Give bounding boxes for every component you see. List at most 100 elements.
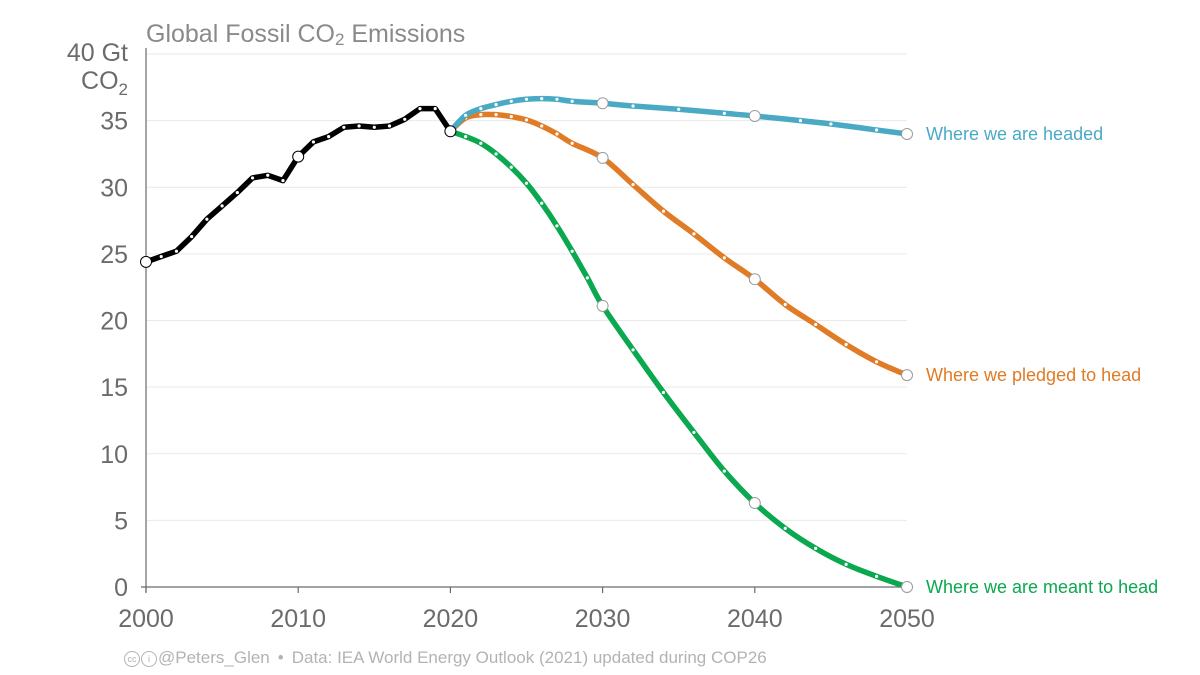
point-dot-headed-2026 bbox=[540, 97, 544, 101]
point-dot-headed-2045 bbox=[829, 122, 833, 126]
point-dot-pledged-2026 bbox=[540, 124, 544, 128]
point-dot-pledged-2038 bbox=[722, 256, 726, 260]
point-dot-pledged-2044 bbox=[814, 322, 818, 327]
creative-commons-icon: cc bbox=[124, 651, 140, 667]
y-tick-label-20: 20 bbox=[100, 308, 128, 336]
point-dot-pledged-2036 bbox=[692, 232, 696, 236]
x-tick-label-2040: 2040 bbox=[727, 605, 783, 633]
marker-pledged-2050 bbox=[901, 369, 913, 382]
point-dot-headed-2024 bbox=[509, 99, 513, 103]
point-dot-historical-2017 bbox=[403, 117, 407, 121]
x-tick-label-2050: 2050 bbox=[879, 605, 935, 633]
series-label-meant: Where we are meant to head bbox=[926, 577, 1158, 597]
point-dot-headed-2035 bbox=[677, 107, 681, 111]
y-tick-label-10: 10 bbox=[100, 441, 128, 469]
point-dot-headed-2043 bbox=[798, 119, 803, 123]
point-dot-historical-2013 bbox=[342, 125, 346, 129]
y-label-top: 40 Gt bbox=[67, 39, 128, 67]
y-tick-label-0: 0 bbox=[114, 574, 128, 602]
x-tick-label-2010: 2010 bbox=[270, 605, 326, 633]
point-dot-headed-2048 bbox=[874, 128, 879, 132]
point-dot-headed-2038 bbox=[722, 111, 726, 115]
point-dot-historical-2006 bbox=[235, 190, 239, 195]
marker-historical-2020 bbox=[444, 125, 457, 138]
point-dot-pledged-2028 bbox=[570, 141, 574, 145]
marker-historical-2000 bbox=[140, 255, 152, 268]
point-dot-pledged-2027 bbox=[555, 132, 559, 136]
y-tick-label-30: 30 bbox=[100, 174, 128, 202]
point-dot-historical-2004 bbox=[205, 217, 209, 221]
marker-headed-2050 bbox=[901, 127, 913, 140]
point-dot-headed-2032 bbox=[631, 104, 635, 108]
marker-pledged-2040 bbox=[748, 273, 761, 286]
y-tick-label-35: 35 bbox=[100, 108, 128, 136]
y-tick-label-5: 5 bbox=[114, 507, 128, 535]
point-dot-pledged-2042 bbox=[783, 302, 787, 307]
point-dot-meant-2029 bbox=[585, 276, 589, 280]
point-dot-historical-2009 bbox=[281, 178, 285, 183]
attribution-icon: i bbox=[141, 651, 157, 667]
chart-title-suffix: Emissions bbox=[344, 20, 466, 48]
point-dot-pledged-2034 bbox=[661, 209, 666, 213]
point-dot-headed-2023 bbox=[494, 103, 498, 107]
grid-lines bbox=[146, 53, 907, 521]
series-line-historical bbox=[143, 105, 454, 265]
y-label-unit: CO2 bbox=[81, 67, 128, 99]
point-dot-meant-2026 bbox=[540, 201, 544, 205]
point-dot-meant-2038 bbox=[722, 469, 726, 473]
y-tick-label-15: 15 bbox=[100, 374, 128, 402]
point-dot-historical-2002 bbox=[174, 249, 179, 253]
y-tick-label-25: 25 bbox=[100, 241, 128, 269]
point-dot-historical-2008 bbox=[266, 173, 270, 177]
point-dot-pledged-2023 bbox=[494, 113, 498, 117]
point-dot-historical-2018 bbox=[418, 107, 422, 111]
marker-meant-2030 bbox=[596, 299, 609, 312]
point-dot-pledged-2048 bbox=[874, 360, 879, 364]
point-dot-meant-2027 bbox=[555, 224, 559, 228]
footer-source: Data: IEA World Energy Outlook (2021) up… bbox=[291, 648, 767, 667]
footer-credits: cc i @Peters_Glen • Data: IEA World Energy O… bbox=[124, 648, 767, 668]
point-dot-meant-2021 bbox=[464, 135, 468, 139]
marker-meant-2040 bbox=[748, 497, 761, 510]
axes bbox=[141, 48, 907, 592]
x-axis-ticks: 2000 2010 2020 2030 2040 2050 bbox=[118, 587, 935, 633]
series-lines bbox=[140, 95, 913, 593]
series-line-meant bbox=[447, 128, 910, 590]
point-dot-meant-2046 bbox=[844, 562, 848, 566]
series-label-headed: Where we are headed bbox=[926, 124, 1103, 144]
point-dot-pledged-2025 bbox=[524, 118, 529, 122]
point-dot-meant-2022 bbox=[479, 141, 483, 145]
point-dot-meant-2044 bbox=[814, 546, 818, 550]
point-dot-pledged-2024 bbox=[509, 115, 513, 119]
point-dot-headed-2027 bbox=[555, 97, 559, 101]
y-axis-ticks: 0 5 10 15 20 25 30 35 bbox=[100, 108, 128, 602]
chart-title-text: Global Fossil CO bbox=[146, 20, 335, 48]
point-dot-historical-2015 bbox=[372, 125, 376, 129]
point-dot-headed-2021 bbox=[464, 113, 468, 117]
marker-headed-2030 bbox=[596, 97, 609, 110]
footer-separator: • bbox=[277, 648, 284, 667]
point-dot-historical-2007 bbox=[250, 176, 255, 180]
point-dot-historical-2012 bbox=[327, 135, 331, 139]
point-dot-meant-2023 bbox=[494, 152, 498, 156]
point-dot-headed-2022 bbox=[479, 107, 483, 111]
series-labels: Where we are meant to head Where we pledg… bbox=[926, 124, 1158, 597]
chart-title-subscript: 2 bbox=[334, 30, 345, 49]
chart-title: Global Fossil CO2 Emissions bbox=[146, 20, 465, 50]
point-dot-meant-2028 bbox=[570, 249, 574, 253]
point-dot-meant-2032 bbox=[631, 348, 635, 352]
point-dot-meant-2036 bbox=[692, 430, 696, 435]
point-dot-meant-2042 bbox=[783, 526, 787, 530]
point-dot-historical-2014 bbox=[357, 124, 361, 128]
x-tick-label-2020: 2020 bbox=[423, 605, 479, 633]
series-line-pledged bbox=[447, 111, 910, 378]
marker-historical-2010 bbox=[292, 150, 305, 163]
point-dot-meant-2034 bbox=[661, 390, 666, 395]
point-dot-pledged-2046 bbox=[844, 342, 848, 347]
footer-handle: @Peters_Glen bbox=[158, 648, 270, 667]
marker-pledged-2030 bbox=[596, 151, 609, 164]
x-tick-label-2030: 2030 bbox=[575, 605, 631, 633]
point-dot-historical-2001 bbox=[159, 254, 163, 259]
marker-headed-2040 bbox=[748, 109, 761, 122]
